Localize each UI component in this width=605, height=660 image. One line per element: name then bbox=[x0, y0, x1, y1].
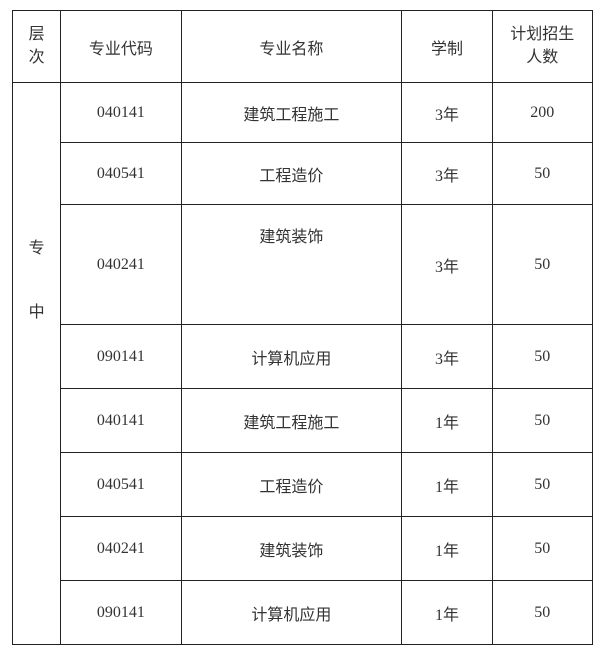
col-header-code: 专业代码 bbox=[61, 11, 181, 83]
cell-count: 50 bbox=[492, 453, 592, 517]
table-row: 090141计算机应用1年50 bbox=[13, 581, 593, 645]
table-row: 040241建筑装饰1年50 bbox=[13, 517, 593, 581]
level-cell: 专中 bbox=[13, 83, 61, 645]
cell-name: 建筑工程施工 bbox=[181, 389, 402, 453]
cell-term: 3年 bbox=[402, 205, 492, 325]
cell-code: 090141 bbox=[61, 581, 181, 645]
cell-code: 040241 bbox=[61, 205, 181, 325]
cell-name: 建筑工程施工 bbox=[181, 83, 402, 143]
cell-name: 建筑装饰 bbox=[181, 205, 402, 325]
col-header-level: 层次 bbox=[13, 11, 61, 83]
cell-count: 200 bbox=[492, 83, 592, 143]
table-body: 专中040141建筑工程施工3年200040541工程造价3年50040241建… bbox=[13, 83, 593, 645]
col-header-count: 计划招生人数 bbox=[492, 11, 592, 83]
cell-code: 090141 bbox=[61, 325, 181, 389]
col-header-name: 专业名称 bbox=[181, 11, 402, 83]
cell-term: 3年 bbox=[402, 143, 492, 205]
enrollment-table: 层次 专业代码 专业名称 学制 计划招生人数 专中040141建筑工程施工3年2… bbox=[12, 10, 593, 645]
cell-count: 50 bbox=[492, 143, 592, 205]
cell-count: 50 bbox=[492, 389, 592, 453]
table-header-row: 层次 专业代码 专业名称 学制 计划招生人数 bbox=[13, 11, 593, 83]
cell-name: 工程造价 bbox=[181, 453, 402, 517]
table-row: 090141计算机应用3年50 bbox=[13, 325, 593, 389]
cell-name: 计算机应用 bbox=[181, 581, 402, 645]
cell-term: 1年 bbox=[402, 389, 492, 453]
cell-count: 50 bbox=[492, 581, 592, 645]
cell-term: 1年 bbox=[402, 517, 492, 581]
col-header-term: 学制 bbox=[402, 11, 492, 83]
cell-code: 040241 bbox=[61, 517, 181, 581]
cell-term: 3年 bbox=[402, 325, 492, 389]
table-row: 040141建筑工程施工1年50 bbox=[13, 389, 593, 453]
cell-count: 50 bbox=[492, 325, 592, 389]
cell-code: 040141 bbox=[61, 389, 181, 453]
table-row: 040541工程造价1年50 bbox=[13, 453, 593, 517]
table-row: 专中040141建筑工程施工3年200 bbox=[13, 83, 593, 143]
cell-name: 工程造价 bbox=[181, 143, 402, 205]
cell-code: 040541 bbox=[61, 143, 181, 205]
cell-count: 50 bbox=[492, 517, 592, 581]
cell-name: 计算机应用 bbox=[181, 325, 402, 389]
cell-code: 040541 bbox=[61, 453, 181, 517]
cell-term: 3年 bbox=[402, 83, 492, 143]
cell-term: 1年 bbox=[402, 581, 492, 645]
table-row: 040541工程造价3年50 bbox=[13, 143, 593, 205]
cell-count: 50 bbox=[492, 205, 592, 325]
cell-code: 040141 bbox=[61, 83, 181, 143]
cell-term: 1年 bbox=[402, 453, 492, 517]
table-row: 040241建筑装饰3年50 bbox=[13, 205, 593, 325]
cell-name: 建筑装饰 bbox=[181, 517, 402, 581]
